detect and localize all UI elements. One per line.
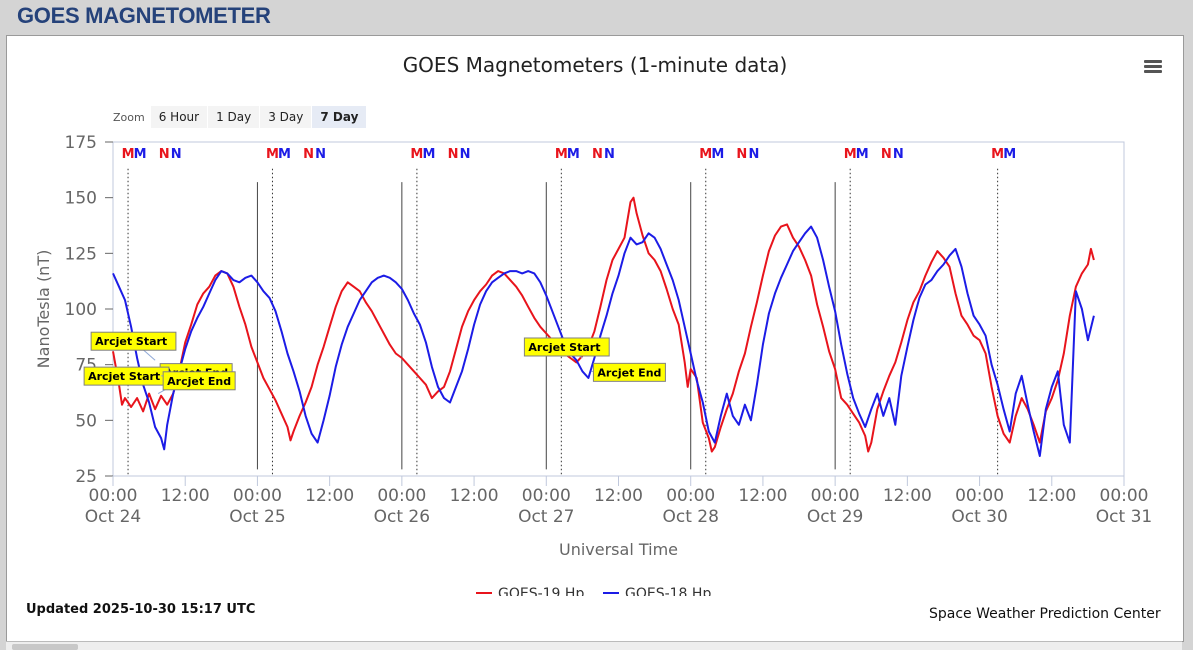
m-marker: M [266,147,279,162]
x-tick-label: 00:00 [811,486,860,506]
y-axis-title: NanoTesla (nT) [34,250,53,369]
legend-goes-18-label: GOES-18 Hp [625,586,711,596]
n-marker: N [460,147,471,162]
annotation-label: Arcjet Start [528,341,600,354]
n-marker: N [592,147,603,162]
m-marker: M [711,147,724,162]
x-tick-date-label: Oct 31 [1096,507,1152,527]
zoom-controls: Zoom 6 Hour 1 Day 3 Day 7 Day [113,105,367,129]
m-marker: M [122,147,135,162]
chart-title: GOES Magnetometers (1-minute data) [402,53,788,77]
zoom-7-day-button[interactable]: 7 Day [312,106,367,128]
annotation-label: Arcjet End [167,375,231,388]
n-marker: N [315,147,326,162]
n-marker: N [893,147,904,162]
bottom-scrollbar[interactable] [6,641,1182,650]
x-tick-label: 12:00 [738,486,787,506]
y-tick-label: 50 [75,411,97,431]
legend-goes-19-label: GOES-19 Hp [498,586,584,596]
m-marker: M [134,147,147,162]
zoom-3-day-button[interactable]: 3 Day [260,106,312,128]
zoom-1-day-button[interactable]: 1 Day [208,106,260,128]
credit-text: Space Weather Prediction Center [929,606,1161,622]
m-marker: M [278,147,291,162]
annotation-box [90,331,177,351]
y-tick-label: 100 [65,300,97,320]
x-tick-label: 12:00 [1027,486,1076,506]
x-tick-date-label: Oct 24 [85,507,141,527]
annotation-label: Arcjet Start [95,335,167,348]
x-tick-label: 00:00 [233,486,282,506]
x-tick-label: 00:00 [522,486,571,506]
annotation-label: Arcjet Start [88,370,160,383]
zoom-label: Zoom [113,110,145,124]
x-tick-label: 00:00 [1100,486,1149,506]
hamburger-menu-icon[interactable] [1144,60,1162,76]
y-tick-label: 150 [65,189,97,209]
arcjet-annotation: Arcjet End [591,362,666,382]
arcjet-annotation: Arcjet End [161,371,236,391]
y-tick-label: 125 [65,244,97,264]
m-marker: M [422,147,435,162]
x-tick-label: 12:00 [883,486,932,506]
m-marker: M [1003,147,1016,162]
goes-18-series-line [112,225,1095,457]
y-tick-label: 175 [65,133,97,153]
n-marker: N [171,147,182,162]
n-marker: N [448,147,459,162]
annotation-box [523,337,610,357]
y-tick-label: 25 [75,467,97,487]
x-tick-label: 00:00 [89,486,138,506]
goes-19-series-line [112,196,1095,453]
x-tick-date-label: Oct 28 [662,507,718,527]
arcjet-annotation: Arcjet Start [83,366,170,386]
zoom-6-hour-button[interactable]: 6 Hour [150,106,208,128]
scrollbar-thumb[interactable] [12,644,78,650]
m-marker: M [991,147,1004,162]
n-marker: N [736,147,747,162]
annotation-label: Arcjet End [597,366,661,379]
m-marker: M [410,147,423,162]
m-marker: M [555,147,568,162]
x-tick-label: 12:00 [305,486,354,506]
arcjet-annotation: Arcjet Start [523,337,610,359]
x-tick-date-label: Oct 30 [951,507,1007,527]
n-marker: N [748,147,759,162]
x-tick-label: 12:00 [161,486,210,506]
n-marker: N [604,147,615,162]
x-axis-title: Universal Time [559,540,678,559]
x-tick-label: 12:00 [594,486,643,506]
x-tick-date-label: Oct 29 [807,507,863,527]
chart-panel: GOES Magnetometers (1-minute data) Zoom … [6,35,1184,642]
m-marker: M [856,147,869,162]
m-marker: M [699,147,712,162]
page-title: GOES MAGNETOMETER [17,3,271,28]
x-tick-date-label: Oct 26 [374,507,430,527]
updated-timestamp: Updated 2025-10-30 15:17 UTC [26,602,256,617]
n-marker: N [159,147,170,162]
m-marker: M [567,147,580,162]
x-tick-label: 12:00 [450,486,499,506]
n-marker: N [881,147,892,162]
x-tick-label: 00:00 [955,486,1004,506]
arcjet-annotation: Arcjet Start [90,331,177,361]
x-tick-label: 00:00 [666,486,715,506]
m-marker: M [844,147,857,162]
x-tick-label: 00:00 [377,486,426,506]
annotation-box [162,371,236,391]
x-tick-date-label: Oct 25 [229,507,285,527]
annotation-box [592,362,666,382]
x-tick-date-label: Oct 27 [518,507,574,527]
n-marker: N [303,147,314,162]
